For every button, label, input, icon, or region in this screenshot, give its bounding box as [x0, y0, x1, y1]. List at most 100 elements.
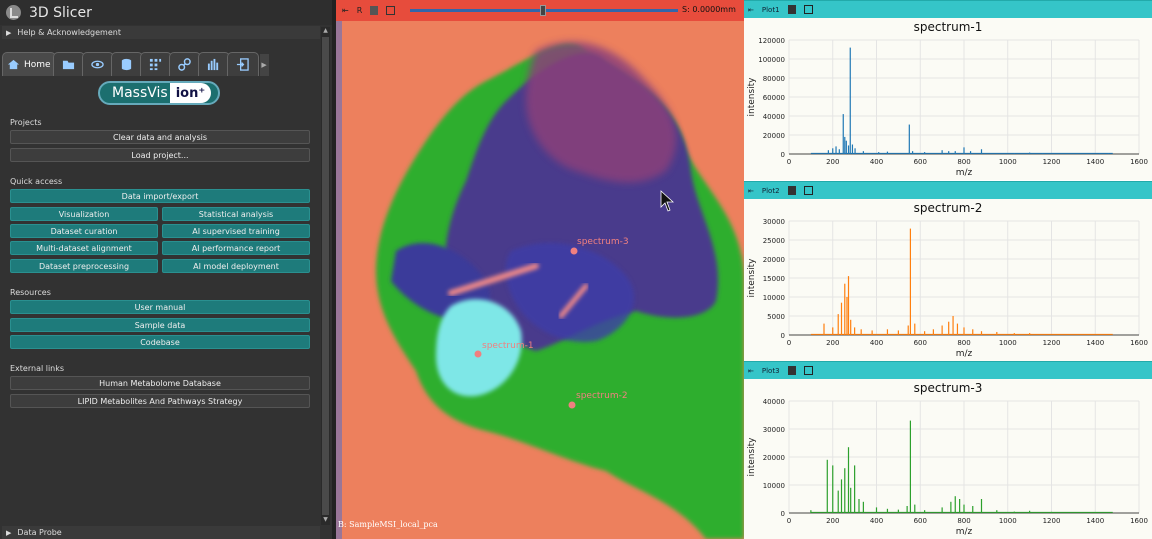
msi-pca-image[interactable]: spectrum-3 spectrum-1 spectrum-2 B: Samp…	[336, 21, 744, 539]
slicer-logo-icon	[6, 5, 21, 20]
y-tick-label: 20000	[763, 132, 785, 140]
y-tick-label: 20000	[763, 454, 785, 462]
ai-supervised-training-button[interactable]: AI supervised training	[162, 224, 310, 238]
x-tick-label: 0	[787, 339, 791, 347]
data-probe-section[interactable]: ▶ Data Probe	[2, 526, 320, 539]
codebase-button[interactable]: Codebase	[10, 335, 310, 349]
spectrum-2-marker[interactable]	[568, 401, 576, 409]
spectrum-1-marker[interactable]	[474, 350, 482, 358]
y-tick-label: 15000	[763, 275, 785, 283]
ai-model-deployment-button[interactable]: AI model deployment	[162, 259, 310, 273]
plot-2-label: Plot2	[761, 186, 780, 195]
scrollbar-thumb[interactable]	[322, 37, 329, 515]
logo-text-part2: ion⁺	[169, 83, 212, 103]
x-tick-label: 200	[826, 517, 839, 525]
maximize-view-icon[interactable]	[803, 186, 813, 195]
link-toggle-icon[interactable]	[787, 366, 796, 375]
statistical-analysis-button[interactable]: Statistical analysis	[162, 207, 310, 221]
multi-dataset-alignment-button[interactable]: Multi-dataset alignment	[10, 241, 158, 255]
spectrum-3-chart: 0 10000 20000 30000 40000 0 200 400 600 800 1000 12…	[747, 398, 1148, 537]
scroll-up-icon[interactable]: ▲	[323, 27, 328, 34]
x-axis-label: m/z	[956, 168, 973, 178]
dataset-preprocessing-button[interactable]: Dataset preprocessing	[10, 259, 158, 273]
pin-icon[interactable]: ⇤	[748, 5, 754, 14]
help-section-label: Help & Acknowledgement	[17, 28, 121, 37]
dataset-curation-button[interactable]: Dataset curation	[10, 224, 158, 238]
resources-heading: Resources	[10, 288, 51, 297]
maximize-view-icon[interactable]	[803, 5, 813, 14]
module-tab-bar: Home ▶	[2, 50, 320, 76]
clear-data-button[interactable]: Clear data and analysis	[10, 130, 310, 144]
x-tick-label: 0	[787, 517, 791, 525]
link-toggle-icon[interactable]	[787, 5, 796, 14]
massvision-logo: MassVis ion⁺	[98, 81, 220, 105]
plot-2-view[interactable]: ⇤ Plot2 spectrum-2 0 5000 10000 15000 20000 25…	[744, 181, 1152, 361]
y-tick-label: 5000	[767, 313, 785, 321]
plot-3-label: Plot3	[761, 366, 780, 375]
red-slice-view[interactable]: ⇤ R S: 0.0000mm	[336, 0, 744, 539]
app-titlebar: 3D Slicer	[0, 0, 332, 25]
x-tick-label: 1000	[999, 158, 1017, 166]
visualization-button[interactable]: Visualization	[10, 207, 158, 221]
ai-performance-report-button[interactable]: AI performance report	[162, 241, 310, 255]
spectrum-3-marker[interactable]	[570, 247, 578, 255]
pin-icon[interactable]: ⇤	[748, 366, 754, 375]
y-tick-label: 0	[781, 332, 785, 340]
app-title: 3D Slicer	[29, 4, 92, 21]
y-tick-label: 0	[781, 151, 785, 159]
tab-export[interactable]	[226, 52, 259, 76]
slider-handle[interactable]	[540, 5, 546, 16]
load-project-button[interactable]: Load project...	[10, 148, 310, 162]
sample-data-button[interactable]: Sample data	[10, 318, 310, 332]
y-tick-label: 30000	[763, 426, 785, 434]
y-tick-label: 100000	[758, 56, 785, 64]
pin-icon[interactable]: ⇤	[748, 186, 754, 195]
help-acknowledgement-section[interactable]: ▶ Help & Acknowledgement	[2, 26, 320, 39]
data-import-export-button[interactable]: Data import/export	[10, 189, 310, 203]
link-toggle-icon[interactable]	[370, 6, 379, 15]
tab-grid[interactable]	[139, 52, 172, 76]
x-tick-label: 600	[914, 517, 927, 525]
tab-bar-chart[interactable]	[197, 52, 230, 76]
x-tick-label: 600	[914, 339, 927, 347]
x-axis-label: m/z	[956, 527, 973, 537]
slice-offset-slider[interactable]	[410, 5, 678, 16]
x-tick-label: 1000	[999, 339, 1017, 347]
spectrum-1-chart: 0 20000 40000 60000 80000 100000 120000 0 200 400…	[747, 37, 1148, 178]
lipid-maps-link-button[interactable]: LIPID Metabolites And Pathways Strategy	[10, 394, 310, 408]
x-tick-label: 1600	[1130, 517, 1148, 525]
link-toggle-icon[interactable]	[787, 186, 796, 195]
y-tick-label: 80000	[763, 75, 785, 83]
x-tick-label: 400	[870, 517, 883, 525]
tab-data[interactable]	[52, 52, 85, 76]
hmdb-link-button[interactable]: Human Metabolome Database	[10, 376, 310, 390]
maximize-view-icon[interactable]	[386, 6, 396, 15]
y-tick-label: 10000	[763, 482, 785, 490]
x-tick-label: 0	[787, 158, 791, 166]
maximize-view-icon[interactable]	[803, 366, 813, 375]
spectrum-3-label: spectrum-3	[577, 237, 629, 247]
plot-1-view[interactable]: ⇤ Plot1 spectrum-1 0 20000 40000 60000 80000 1…	[744, 0, 1152, 180]
tab-view[interactable]	[81, 52, 114, 76]
user-manual-button[interactable]: User manual	[10, 300, 310, 314]
module-panel-scrollbar[interactable]: ▲ ▼	[321, 27, 330, 525]
expand-arrow-icon: ▶	[6, 528, 12, 537]
home-icon	[7, 59, 20, 70]
pin-icon[interactable]: ⇤	[342, 6, 349, 15]
tab-home[interactable]: Home	[2, 52, 56, 76]
x-tick-label: 1400	[1086, 517, 1104, 525]
tab-link[interactable]	[168, 52, 201, 76]
plot-3-view[interactable]: ⇤ Plot3 spectrum-3 0 10000 20000 30000 40000 0…	[744, 361, 1152, 539]
y-axis-label: intensity	[747, 437, 757, 477]
module-panel: 3D Slicer ▶ Help & Acknowledgement Home …	[0, 0, 332, 539]
x-tick-label: 1600	[1130, 158, 1148, 166]
tab-scroll-right-button[interactable]: ▶	[259, 54, 269, 76]
folder-icon	[63, 60, 75, 70]
scroll-down-icon[interactable]: ▼	[323, 516, 328, 523]
chevron-right-icon: ▶	[261, 61, 267, 69]
tab-database[interactable]	[110, 52, 143, 76]
x-tick-label: 1200	[1043, 339, 1061, 347]
panel-splitter[interactable]	[332, 0, 336, 539]
x-tick-label: 1200	[1043, 158, 1061, 166]
